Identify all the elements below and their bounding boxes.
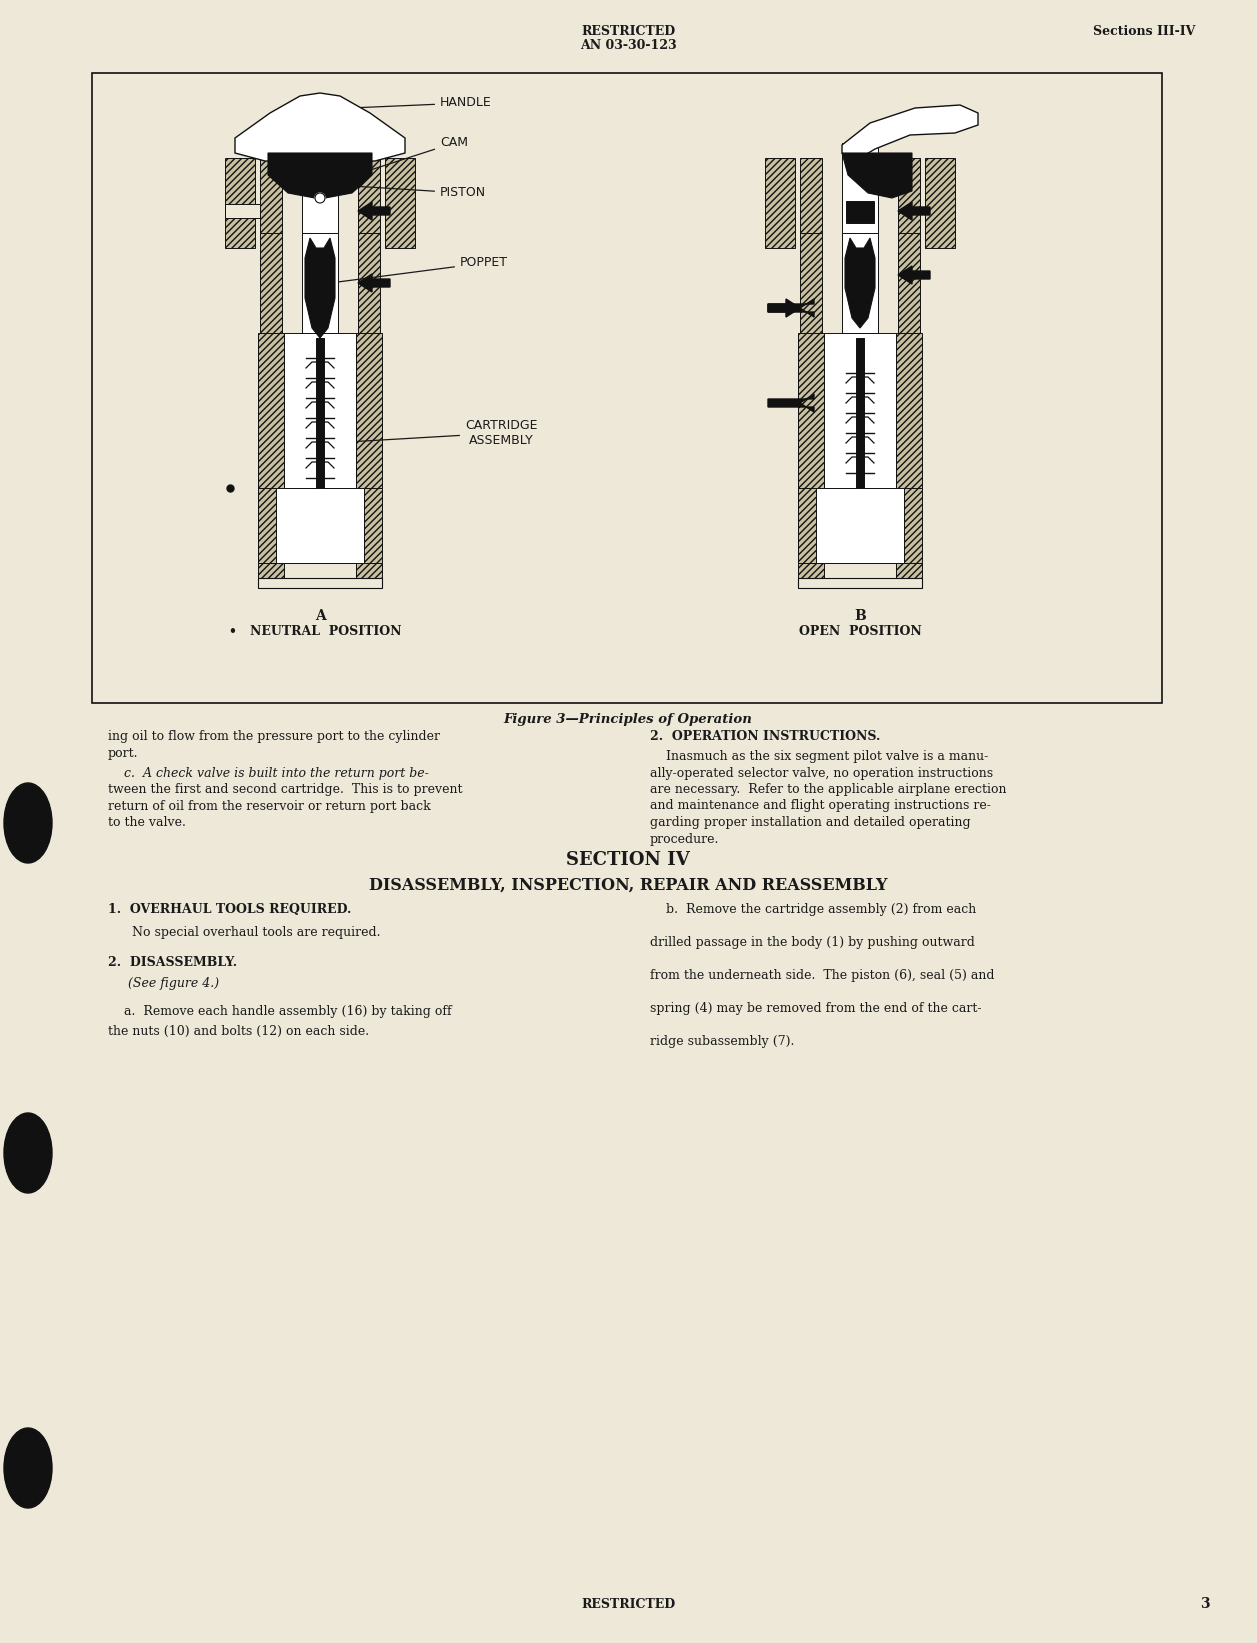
Text: 2.  OPERATION INSTRUCTIONS.: 2. OPERATION INSTRUCTIONS. xyxy=(650,729,880,743)
Bar xyxy=(258,488,382,564)
Text: AN 03-30-123: AN 03-30-123 xyxy=(579,39,676,53)
Bar xyxy=(856,338,864,488)
Bar xyxy=(842,143,877,233)
Text: Sections III-IV: Sections III-IV xyxy=(1092,25,1195,38)
Circle shape xyxy=(316,192,326,204)
Polygon shape xyxy=(842,153,913,199)
Bar xyxy=(846,200,874,223)
Text: PISTON: PISTON xyxy=(339,186,486,199)
Text: to the valve.: to the valve. xyxy=(108,817,186,830)
Bar xyxy=(766,158,794,248)
Bar xyxy=(302,143,338,233)
Bar xyxy=(260,158,282,233)
Text: ing oil to flow from the pressure port to the cylinder: ing oil to flow from the pressure port t… xyxy=(108,729,440,743)
Polygon shape xyxy=(897,266,930,284)
Bar xyxy=(356,564,382,583)
Text: the nuts (10) and bolts (12) on each side.: the nuts (10) and bolts (12) on each sid… xyxy=(108,1025,370,1038)
Text: from the underneath side.  The piston (6), seal (5) and: from the underneath side. The piston (6)… xyxy=(650,969,994,983)
Text: ridge subassembly (7).: ridge subassembly (7). xyxy=(650,1035,794,1048)
Bar xyxy=(316,338,324,488)
Text: •   NEUTRAL  POSITION: • NEUTRAL POSITION xyxy=(229,624,401,637)
Bar xyxy=(225,158,255,248)
Text: and maintenance and flight operating instructions re-: and maintenance and flight operating ins… xyxy=(650,800,991,813)
Polygon shape xyxy=(845,238,875,329)
Bar xyxy=(799,158,822,233)
Polygon shape xyxy=(897,202,930,220)
Text: POPPET: POPPET xyxy=(333,256,508,283)
Text: OPEN  POSITION: OPEN POSITION xyxy=(798,624,921,637)
Ellipse shape xyxy=(4,784,52,863)
Bar xyxy=(816,488,904,564)
Text: B: B xyxy=(854,610,866,623)
Bar xyxy=(302,233,338,334)
Text: HANDLE: HANDLE xyxy=(353,97,491,110)
Polygon shape xyxy=(768,299,815,317)
Ellipse shape xyxy=(4,1112,52,1193)
Bar xyxy=(305,163,334,186)
Bar xyxy=(798,564,825,583)
Bar xyxy=(284,334,356,488)
Polygon shape xyxy=(842,105,978,161)
Bar xyxy=(897,158,920,233)
Bar xyxy=(225,204,260,219)
Bar xyxy=(925,158,955,248)
Polygon shape xyxy=(358,202,390,220)
Text: CAM: CAM xyxy=(358,136,468,174)
Text: port.: port. xyxy=(108,746,138,759)
Text: return of oil from the reservoir or return port back: return of oil from the reservoir or retu… xyxy=(108,800,431,813)
Text: c.  A check valve is built into the return port be-: c. A check valve is built into the retur… xyxy=(108,767,429,780)
Bar xyxy=(356,334,382,488)
Text: 2.  DISASSEMBLY.: 2. DISASSEMBLY. xyxy=(108,956,238,969)
Text: garding proper installation and detailed operating: garding proper installation and detailed… xyxy=(650,817,970,830)
Polygon shape xyxy=(358,274,390,292)
Text: No special overhaul tools are required.: No special overhaul tools are required. xyxy=(119,927,381,940)
Bar xyxy=(258,334,284,488)
Bar xyxy=(799,233,822,334)
Text: spring (4) may be removed from the end of the cart-: spring (4) may be removed from the end o… xyxy=(650,1002,982,1015)
Bar xyxy=(896,564,921,583)
Polygon shape xyxy=(768,394,815,412)
Text: SECTION IV: SECTION IV xyxy=(566,851,690,869)
Text: Inasmuch as the six segment pilot valve is a manu-: Inasmuch as the six segment pilot valve … xyxy=(650,749,988,762)
Text: b.  Remove the cartridge assembly (2) from each: b. Remove the cartridge assembly (2) fro… xyxy=(650,904,977,917)
Text: are necessary.  Refer to the applicable airplane erection: are necessary. Refer to the applicable a… xyxy=(650,784,1007,795)
Text: Figure 3—Principles of Operation: Figure 3—Principles of Operation xyxy=(504,713,753,726)
Text: drilled passage in the body (1) by pushing outward: drilled passage in the body (1) by pushi… xyxy=(650,937,975,950)
Bar xyxy=(258,578,382,588)
Text: tween the first and second cartridge.  This is to prevent: tween the first and second cartridge. Th… xyxy=(108,784,463,797)
Bar xyxy=(798,334,825,488)
Bar xyxy=(92,72,1161,703)
Bar xyxy=(258,564,284,583)
Bar xyxy=(842,233,877,334)
Text: DISASSEMBLY, INSPECTION, REPAIR AND REASSEMBLY: DISASSEMBLY, INSPECTION, REPAIR AND REAS… xyxy=(368,877,887,894)
Text: RESTRICTED: RESTRICTED xyxy=(581,1599,675,1612)
Polygon shape xyxy=(768,299,799,317)
Polygon shape xyxy=(305,238,336,338)
Text: CARTRIDGE
ASSEMBLY: CARTRIDGE ASSEMBLY xyxy=(333,419,538,447)
Bar xyxy=(358,233,380,334)
Bar xyxy=(385,158,415,248)
Bar xyxy=(798,488,921,564)
Polygon shape xyxy=(235,94,405,161)
Ellipse shape xyxy=(4,1428,52,1508)
Text: (See figure 4.): (See figure 4.) xyxy=(128,978,219,991)
Bar xyxy=(277,488,365,564)
Bar xyxy=(896,334,921,488)
Text: RESTRICTED: RESTRICTED xyxy=(581,25,675,38)
Bar xyxy=(897,233,920,334)
Text: a.  Remove each handle assembly (16) by taking off: a. Remove each handle assembly (16) by t… xyxy=(108,1006,451,1019)
Bar xyxy=(798,578,921,588)
Bar xyxy=(260,233,282,334)
Text: 1.  OVERHAUL TOOLS REQUIRED.: 1. OVERHAUL TOOLS REQUIRED. xyxy=(108,904,352,917)
Text: 3: 3 xyxy=(1200,1597,1210,1612)
Text: ally-operated selector valve, no operation instructions: ally-operated selector valve, no operati… xyxy=(650,767,993,779)
Bar xyxy=(358,158,380,233)
Bar xyxy=(825,334,896,488)
Text: procedure.: procedure. xyxy=(650,833,719,846)
Polygon shape xyxy=(268,153,372,199)
Text: A: A xyxy=(314,610,326,623)
